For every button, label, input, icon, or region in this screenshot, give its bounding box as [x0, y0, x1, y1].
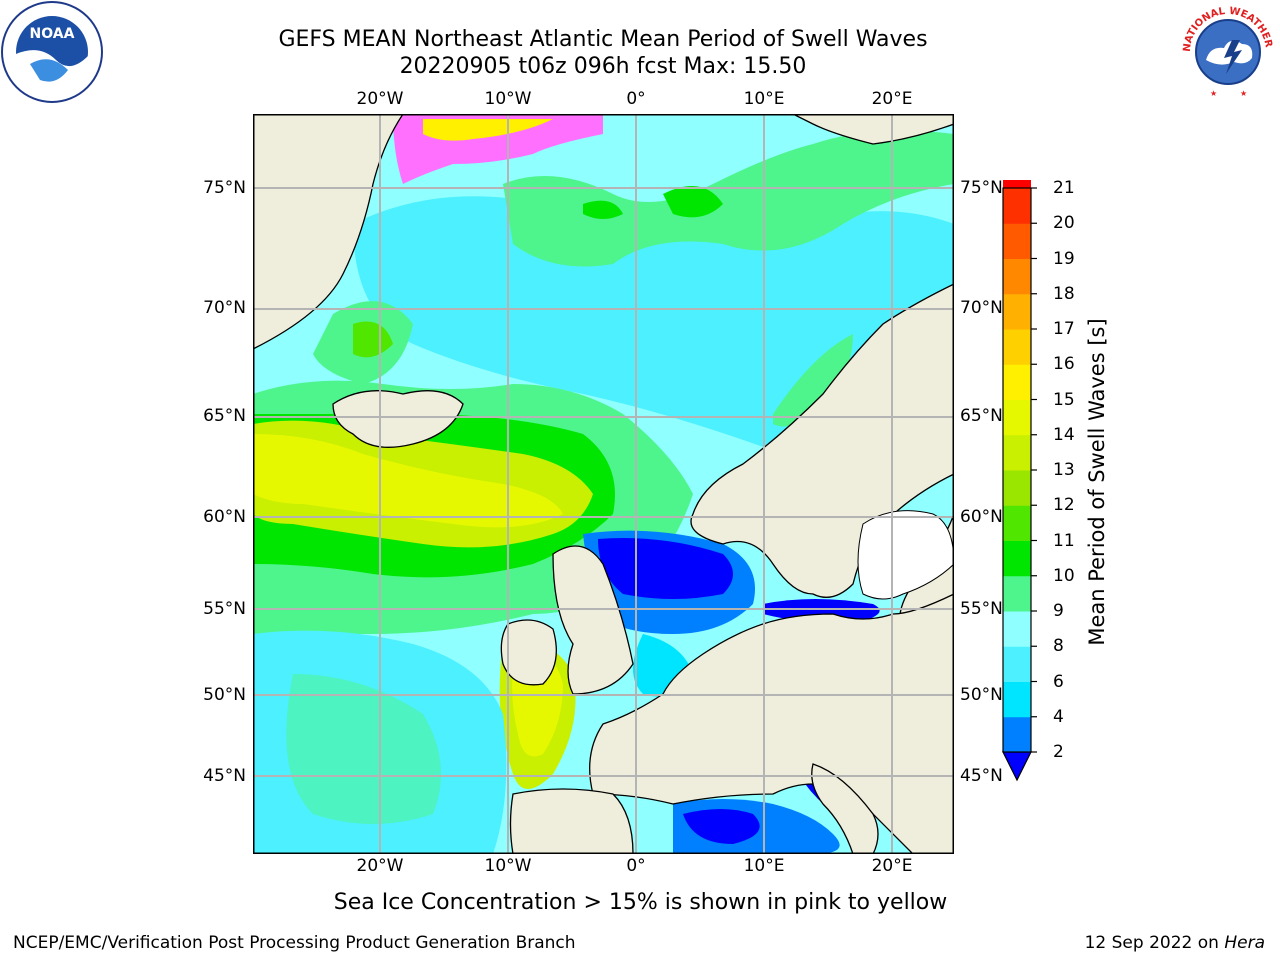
lat-label-left-65n: 65°N: [203, 406, 246, 426]
iceland-land: [332, 390, 464, 448]
colorbar-swatch: [1003, 223, 1031, 259]
lat-label-right-65n: 65°N: [960, 406, 1003, 426]
colorbar-swatch: [1003, 180, 1031, 189]
chart-subtitle: 20220905 t06z 096h fcst Max: 15.50: [399, 54, 807, 79]
lat-label-left-50n: 50°N: [203, 685, 246, 705]
colorbar-swatch: [1003, 470, 1031, 506]
chart-title: GEFS MEAN Northeast Atlantic Mean Period…: [278, 27, 928, 52]
lon-label-top-20w: 20°W: [356, 89, 404, 109]
lon-label-top-0: 0°: [626, 89, 646, 109]
colorbar-tick-label: 8: [1053, 636, 1064, 657]
colorbar-tick-label: 19: [1053, 248, 1075, 269]
swell-band-9-10-north: [503, 130, 954, 267]
iberia-land: [509, 788, 634, 854]
colorbar-swatch: [1003, 364, 1031, 400]
colorbar-tick-label: 12: [1053, 495, 1075, 516]
footer-host: Hera: [1224, 933, 1265, 953]
colorbar-tick-label: 6: [1053, 671, 1064, 692]
colorbar-swatch: [1003, 540, 1031, 577]
colorbar-tick-label: 18: [1053, 283, 1075, 304]
lat-label-left-75n: 75°N: [203, 178, 246, 198]
colorbar-tick-label: 15: [1053, 389, 1075, 410]
colorbar-tick-label: 20: [1053, 213, 1075, 234]
noaa-logo-text: NOAA: [30, 26, 75, 42]
footer-date-host: 12 Sep 2022 on Hera: [1085, 932, 1265, 954]
colorbar-swatch: [1003, 434, 1031, 471]
colorbar: [1002, 180, 1037, 782]
europe-land: [589, 593, 954, 854]
lon-label-top-10e: 10°E: [743, 89, 785, 109]
lat-label-left-55n: 55°N: [203, 599, 246, 619]
lon-label-top-20e: 20°E: [871, 89, 913, 109]
lon-label-bottom-10w: 10°W: [484, 856, 532, 876]
colorbar-swatch: [1003, 188, 1031, 224]
lat-label-left-70n: 70°N: [203, 298, 246, 318]
colorbar-tick-label: 11: [1053, 530, 1075, 551]
lat-label-right-75n: 75°N: [960, 178, 1003, 198]
colorbar-tick-label: 17: [1053, 319, 1075, 339]
colorbar-tick-label: 21: [1053, 178, 1075, 198]
colorbar-tick-label: 4: [1053, 706, 1064, 727]
lon-label-bottom-0: 0°: [626, 856, 646, 876]
greenland-land: [253, 114, 404, 350]
ireland-land: [500, 619, 557, 686]
map-grid: [253, 114, 954, 854]
footer-date: 12 Sep 2022 on: [1084, 933, 1219, 953]
colorbar-tick-label: 10: [1053, 565, 1075, 586]
svg-text:★: ★: [1210, 89, 1217, 98]
map-frame: [253, 114, 954, 854]
svg-text:★: ★: [1240, 89, 1247, 98]
colorbar-swatch: [1003, 575, 1031, 612]
lon-label-bottom-10e: 10°E: [743, 856, 785, 876]
nws-logo: NATIONAL WEATHER SERVICE ★ ★: [1176, 0, 1278, 102]
colorbar-tick-label: 13: [1053, 460, 1075, 480]
lat-label-left-60n: 60°N: [203, 507, 246, 527]
noaa-logo: NOAA: [1, 1, 103, 103]
colorbar-swatch: [1003, 716, 1031, 753]
colorbar-swatch: [1003, 399, 1031, 436]
swell-band-14-15: [253, 434, 563, 528]
colorbar-swatch: [1003, 329, 1031, 365]
lat-label-right-70n: 70°N: [960, 298, 1003, 318]
lat-label-right-50n: 50°N: [960, 685, 1003, 705]
colorbar-swatch: [1003, 611, 1031, 647]
colorbar-extend-arrow: [1002, 751, 1032, 782]
colorbar-title: Mean Period of Swell Waves [s]: [1085, 318, 1109, 646]
colorbar-tick-label: 2: [1053, 742, 1064, 762]
colorbar-swatch: [1003, 505, 1031, 541]
footer-credit: NCEP/EMC/Verification Post Processing Pr…: [13, 933, 576, 953]
colorbar-tick-label: 9: [1053, 601, 1064, 621]
lat-label-right-55n: 55°N: [960, 599, 1003, 619]
baltic-sea: [857, 510, 954, 600]
lat-label-right-45n: 45°N: [960, 766, 1003, 786]
colorbar-swatch: [1003, 646, 1031, 682]
lon-label-bottom-20e: 20°E: [871, 856, 913, 876]
lon-label-top-10w: 10°W: [484, 89, 532, 109]
britain-land: [552, 545, 634, 695]
lon-label-bottom-20w: 20°W: [356, 856, 404, 876]
colorbar-tick-label: 16: [1053, 354, 1075, 375]
colorbar-swatch: [1003, 293, 1031, 330]
lat-label-right-60n: 60°N: [960, 507, 1003, 527]
colorbar-tick-label: 14: [1053, 424, 1075, 445]
colorbar-swatch: [1003, 681, 1031, 718]
colorbar-swatch: [1003, 258, 1031, 295]
sea-ice-note: Sea Ice Concentration > 15% is shown in …: [333, 890, 948, 915]
colorbar-swatches: [1002, 180, 1032, 782]
lat-label-left-45n: 45°N: [203, 766, 246, 786]
swell-period-map: [253, 114, 954, 854]
